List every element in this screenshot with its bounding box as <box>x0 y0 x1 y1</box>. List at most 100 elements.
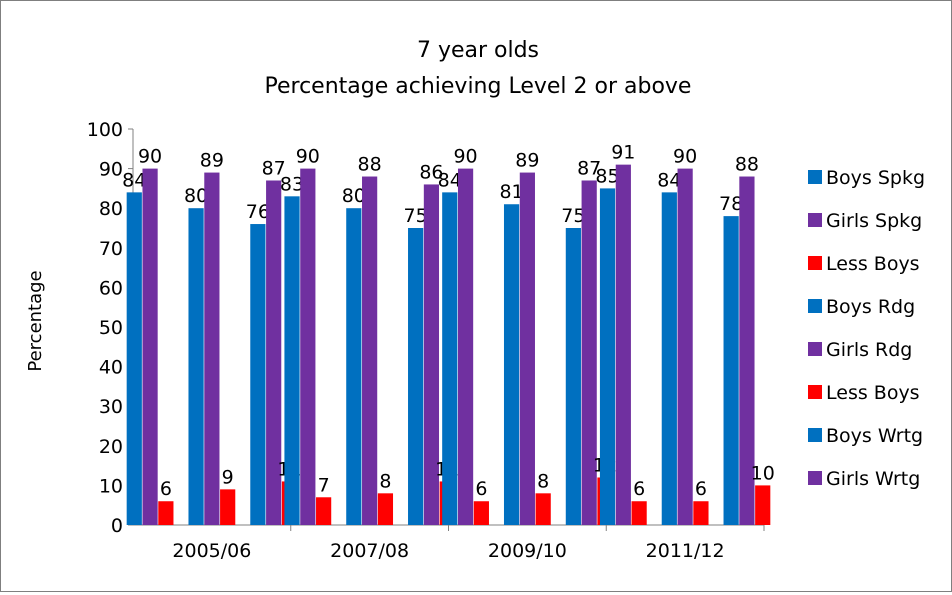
chart-subtitle: Percentage achieving Level 2 or above <box>265 74 692 99</box>
y-tick-label: 60 <box>99 277 123 299</box>
legend-swatch <box>808 213 822 227</box>
plot-area: 0102030405060708090100849068089976871120… <box>87 119 775 562</box>
bar <box>457 168 474 525</box>
data-label: 91 <box>611 142 635 164</box>
bar <box>188 208 204 525</box>
legend-label: Less Boys <box>826 382 920 404</box>
data-label: 87 <box>577 157 601 179</box>
bar <box>142 168 158 525</box>
data-label: 81 <box>499 181 523 203</box>
legend-swatch <box>808 299 822 313</box>
data-label: 89 <box>515 150 539 172</box>
y-tick-label: 90 <box>99 159 123 181</box>
legend-label: Girls Wrtg <box>826 468 920 490</box>
bar <box>599 188 616 525</box>
bar <box>677 168 693 525</box>
y-tick-label: 40 <box>99 357 123 379</box>
data-label: 76 <box>246 201 270 223</box>
bar <box>126 192 142 526</box>
y-tick-label: 10 <box>99 475 123 497</box>
y-tick-label: 80 <box>99 198 123 220</box>
bar <box>503 204 520 526</box>
bar <box>362 176 378 525</box>
data-label: 6 <box>475 478 487 500</box>
bar <box>442 192 458 526</box>
data-label: 75 <box>404 205 428 227</box>
legend-swatch <box>808 385 822 399</box>
bar <box>615 164 631 525</box>
y-axis-label: Percentage <box>25 270 46 371</box>
legend-swatch <box>808 471 822 485</box>
bar <box>723 216 739 525</box>
legend-swatch <box>808 428 822 442</box>
y-tick-label: 30 <box>99 396 123 418</box>
x-tick-label: 2005/06 <box>172 540 251 562</box>
data-label: 6 <box>160 478 172 500</box>
data-label: 80 <box>342 185 366 207</box>
data-label: 86 <box>419 161 443 183</box>
data-label: 90 <box>673 146 697 168</box>
bar <box>408 228 424 525</box>
bar <box>266 180 282 526</box>
legend-swatch <box>808 342 822 356</box>
bar <box>755 485 771 525</box>
data-label: 83 <box>280 173 304 195</box>
data-label: 80 <box>184 185 208 207</box>
bar <box>220 489 236 525</box>
bar <box>316 497 332 525</box>
data-label: 75 <box>561 205 585 227</box>
bar <box>581 180 597 526</box>
y-tick-label: 70 <box>99 238 123 260</box>
y-tick-label: 0 <box>111 515 123 537</box>
legend-label: Boys Spkg <box>826 167 925 189</box>
data-label: 85 <box>595 165 619 187</box>
y-tick-label: 20 <box>99 436 123 458</box>
data-label: 6 <box>633 478 645 500</box>
data-label: 88 <box>735 154 759 176</box>
data-label: 90 <box>138 146 162 168</box>
data-label: 89 <box>200 150 224 172</box>
data-label: 84 <box>657 169 681 191</box>
bar <box>473 501 489 525</box>
bar <box>158 501 174 525</box>
data-label: 6 <box>695 478 707 500</box>
bar <box>423 184 440 525</box>
legend: Boys Spkg Girls Spkg Less Boys Boys Rdg Girl… <box>808 167 925 490</box>
bar <box>631 501 647 525</box>
y-tick-label: 50 <box>99 317 123 339</box>
bar <box>535 493 551 525</box>
data-label: 84 <box>122 169 146 191</box>
bar <box>739 176 755 525</box>
bar <box>377 493 394 525</box>
data-label: 87 <box>262 157 286 179</box>
data-label: 8 <box>379 470 391 492</box>
data-label: 8 <box>537 470 549 492</box>
x-tick-label: 2007/08 <box>330 540 409 562</box>
legend-swatch <box>808 170 822 184</box>
bar <box>565 228 581 525</box>
bar <box>346 208 362 525</box>
y-tick-label: 100 <box>87 119 123 141</box>
legend-label: Less Boys <box>826 253 920 275</box>
bar <box>250 224 266 526</box>
bar <box>693 501 709 525</box>
data-label: 78 <box>719 193 743 215</box>
bar <box>519 172 535 525</box>
legend-label: Boys Rdg <box>826 296 915 318</box>
bar <box>204 172 220 525</box>
data-label: 90 <box>296 146 320 168</box>
x-tick-label: 2011/12 <box>646 540 725 562</box>
data-label: 10 <box>751 462 775 484</box>
legend-label: Boys Wrtg <box>826 425 923 447</box>
legend-label: Girls Spkg <box>826 210 922 232</box>
legend-label: Girls Rdg <box>826 339 912 361</box>
legend-swatch <box>808 256 822 270</box>
data-label: 9 <box>222 466 234 488</box>
x-tick-label: 2009/10 <box>488 540 567 562</box>
data-label: 88 <box>358 154 382 176</box>
data-label: 84 <box>438 169 462 191</box>
data-label: 90 <box>453 146 477 168</box>
bar <box>300 168 316 525</box>
